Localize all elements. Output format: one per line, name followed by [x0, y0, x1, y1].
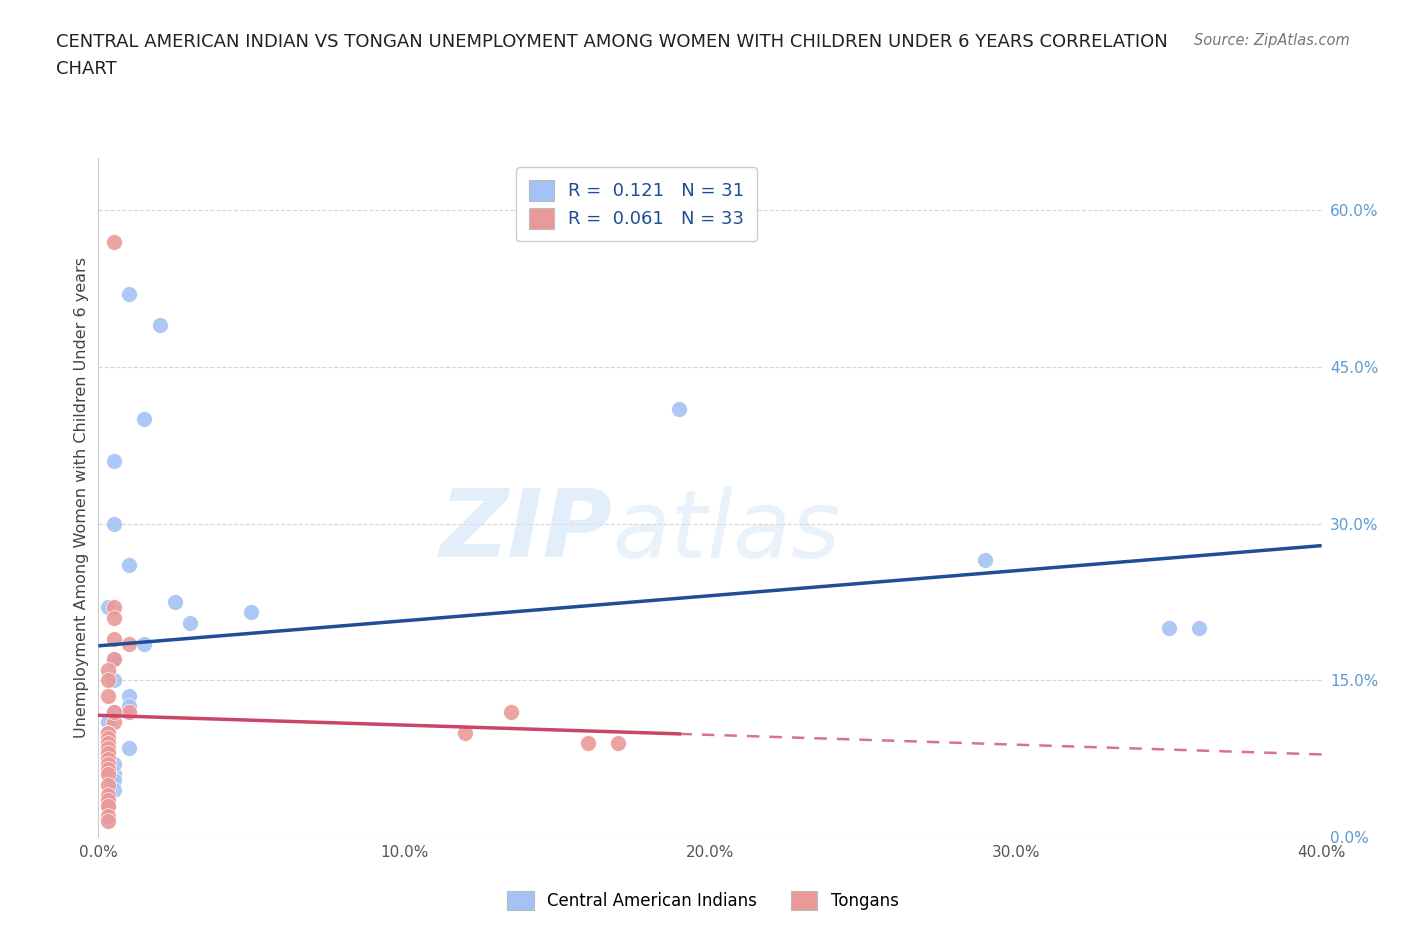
Point: [454, 725, 477, 740]
Point: [103, 600, 125, 615]
Point: [149, 318, 172, 333]
Point: [97, 767, 120, 782]
Point: [103, 772, 125, 787]
Text: Source: ZipAtlas.com: Source: ZipAtlas.com: [1194, 33, 1350, 47]
Point: [97, 746, 120, 761]
Point: [118, 741, 141, 756]
Text: CHART: CHART: [56, 60, 117, 78]
Point: [1188, 620, 1211, 635]
Legend: Central American Indians, Tongans: Central American Indians, Tongans: [501, 884, 905, 917]
Point: [97, 762, 120, 777]
Point: [103, 704, 125, 719]
Point: [97, 756, 120, 771]
Point: [974, 552, 997, 567]
Point: [103, 454, 125, 469]
Point: [103, 516, 125, 531]
Point: [103, 652, 125, 667]
Point: [97, 725, 120, 740]
Point: [668, 402, 690, 417]
Point: [97, 688, 120, 703]
Point: [103, 234, 125, 249]
Point: [103, 756, 125, 771]
Point: [576, 736, 599, 751]
Point: [240, 605, 263, 620]
Point: [97, 725, 120, 740]
Point: [97, 793, 120, 808]
Point: [118, 636, 141, 651]
Point: [97, 725, 120, 740]
Point: [103, 673, 125, 688]
Point: [607, 736, 630, 751]
Point: [97, 777, 120, 792]
Point: [97, 730, 120, 745]
Point: [118, 688, 141, 703]
Point: [103, 652, 125, 667]
Point: [97, 662, 120, 677]
Text: CENTRAL AMERICAN INDIAN VS TONGAN UNEMPLOYMENT AMONG WOMEN WITH CHILDREN UNDER 6: CENTRAL AMERICAN INDIAN VS TONGAN UNEMPL…: [56, 33, 1168, 50]
Point: [118, 699, 141, 714]
Point: [97, 788, 120, 803]
Point: [179, 616, 201, 631]
Point: [97, 736, 120, 751]
Point: [118, 286, 141, 301]
Point: [1157, 620, 1180, 635]
Point: [103, 782, 125, 797]
Point: [118, 704, 141, 719]
Point: [97, 730, 120, 745]
Point: [501, 704, 523, 719]
Point: [97, 798, 120, 813]
Point: [97, 746, 120, 761]
Point: [103, 704, 125, 719]
Point: [103, 714, 125, 729]
Point: [97, 600, 120, 615]
Legend: R =  0.121   N = 31, R =  0.061   N = 33: R = 0.121 N = 31, R = 0.061 N = 33: [516, 167, 758, 242]
Point: [103, 631, 125, 646]
Point: [118, 558, 141, 573]
Text: ZIP: ZIP: [439, 485, 612, 578]
Point: [97, 673, 120, 688]
Point: [97, 741, 120, 756]
Point: [103, 767, 125, 782]
Point: [97, 751, 120, 766]
Point: [97, 814, 120, 829]
Point: [97, 798, 120, 813]
Y-axis label: Unemployment Among Women with Children Under 6 years: Unemployment Among Women with Children U…: [75, 257, 89, 738]
Point: [134, 412, 156, 427]
Point: [163, 594, 186, 609]
Point: [97, 809, 120, 824]
Text: atlas: atlas: [612, 486, 841, 577]
Point: [97, 736, 120, 751]
Point: [97, 714, 120, 729]
Point: [97, 746, 120, 761]
Point: [103, 610, 125, 625]
Point: [134, 636, 156, 651]
